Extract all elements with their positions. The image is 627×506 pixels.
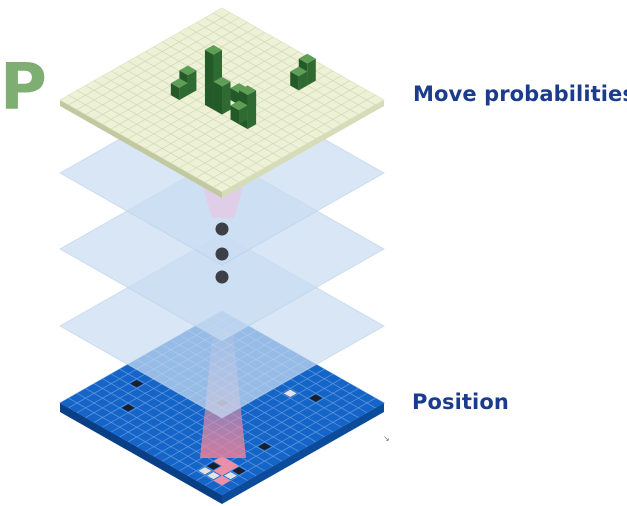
grid-line <box>85 388 248 481</box>
grid-line <box>162 368 325 462</box>
black-stone <box>206 462 220 470</box>
grid-line <box>213 397 376 491</box>
bar-right-face <box>187 70 197 96</box>
bar-right-face <box>239 105 248 125</box>
grid-line <box>110 70 274 164</box>
grid-line <box>110 373 274 467</box>
grid-line <box>119 41 282 135</box>
grid-line <box>85 22 248 115</box>
ellipsis-dot <box>215 247 229 261</box>
bar-top-face <box>298 53 316 64</box>
grid-line <box>213 94 376 188</box>
grid-line <box>93 80 257 173</box>
grid-line <box>213 12 376 106</box>
highlight-cell <box>213 475 231 486</box>
bar-top-face <box>239 85 257 96</box>
grid-line <box>76 89 240 183</box>
black-stone <box>258 442 272 451</box>
grid-line <box>68 397 231 491</box>
slab-side-left <box>60 403 222 504</box>
cursor-icon: ↘ <box>383 434 390 443</box>
position-label: Position <box>412 390 509 414</box>
bar-right-face <box>179 83 188 100</box>
policy-network-letter: P <box>0 51 47 125</box>
output-cone-shape <box>203 187 243 218</box>
black-stone <box>232 467 246 475</box>
grid-line <box>76 17 240 111</box>
probability-bar <box>170 78 188 100</box>
black-stone <box>121 404 135 412</box>
slab-side-right <box>222 100 384 198</box>
grid-line <box>204 392 368 486</box>
black-stone <box>130 379 144 388</box>
bar-left-face <box>290 71 299 91</box>
bar-top-face <box>230 100 248 111</box>
move-probabilities-label: Move probabilities <box>413 82 627 106</box>
output-cone <box>203 187 243 218</box>
bar-right-face <box>247 90 257 130</box>
grid-line <box>204 17 368 111</box>
bar-right-face <box>307 58 316 86</box>
white-stone <box>198 467 212 475</box>
grid-line <box>68 94 231 188</box>
grid-line <box>196 22 359 115</box>
grid-line <box>119 65 282 159</box>
highlight-cell <box>222 461 240 471</box>
bar-top-face <box>179 65 197 76</box>
ellipsis-dot <box>215 222 229 236</box>
bar-left-face <box>213 81 222 115</box>
probability-bar <box>213 76 231 115</box>
grid-line <box>119 368 282 462</box>
probability-bar <box>290 66 308 91</box>
highlight-cell <box>213 456 231 466</box>
bar-left-face <box>204 49 214 110</box>
bar-top-face <box>213 76 231 87</box>
white-stone <box>206 471 220 480</box>
bar-top-face <box>170 78 188 88</box>
bar-left-face <box>230 105 240 125</box>
grid-line <box>204 89 368 183</box>
highlight-cell <box>213 465 231 476</box>
grid-line <box>187 80 351 173</box>
grid-line <box>196 85 359 178</box>
slab-side-right <box>222 403 384 504</box>
grid-line <box>85 85 248 178</box>
probability-bar <box>230 100 248 125</box>
bar-left-face <box>230 88 240 105</box>
bar-right-face <box>222 81 231 115</box>
slab-side-left <box>60 100 222 198</box>
bar-right-face <box>298 71 308 91</box>
white-stone <box>224 471 238 480</box>
grid-line <box>170 373 334 467</box>
grid-line <box>179 75 342 169</box>
grid-line <box>102 75 265 169</box>
grid-line <box>179 31 342 125</box>
bar-top-face <box>290 66 308 77</box>
grid-line <box>68 12 231 106</box>
ellipsis-dots <box>215 222 229 284</box>
bar-left-face <box>170 83 180 100</box>
ellipsis-dot <box>215 270 229 284</box>
black-stone <box>309 394 323 402</box>
probability-bars <box>170 45 316 130</box>
grid-line <box>93 27 257 120</box>
grid-line <box>170 36 334 130</box>
white-stone <box>283 389 297 397</box>
grid-line <box>187 27 351 120</box>
grid-line <box>76 392 240 486</box>
bar-top-face <box>230 83 248 93</box>
bar-top-face <box>204 45 222 55</box>
